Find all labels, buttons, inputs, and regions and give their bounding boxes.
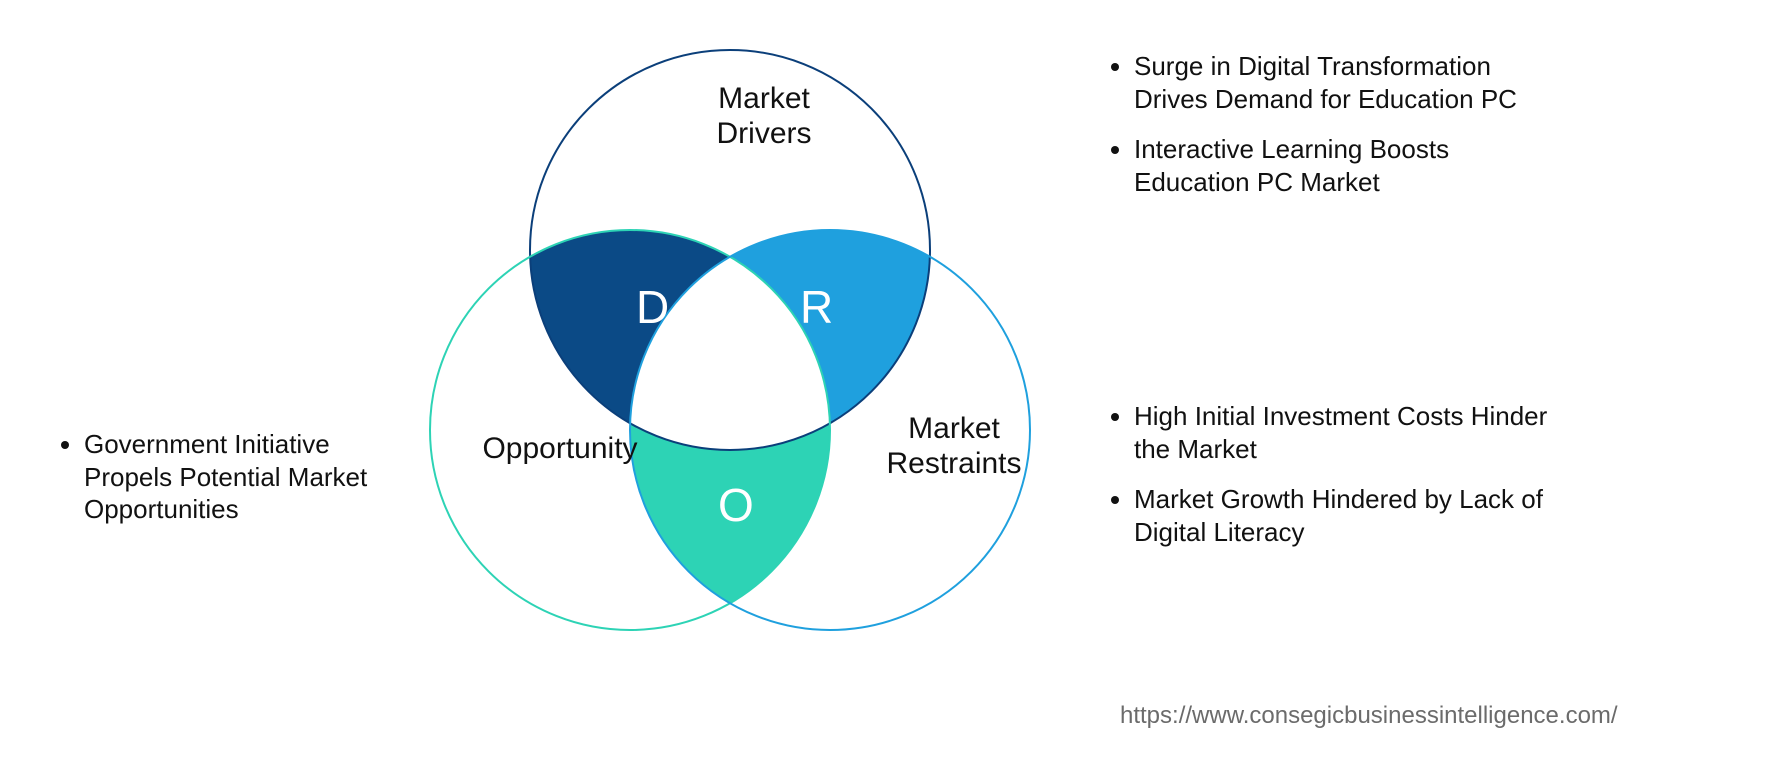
label-drivers: Market Drivers: [684, 82, 844, 151]
source-url: https://www.consegicbusinessintelligence…: [1120, 702, 1618, 730]
bullet-opportunity-0: Government Initiative Propels Potential …: [84, 428, 390, 526]
label-opportunity: Opportunity: [460, 432, 660, 467]
label-drivers-line1: Market: [718, 82, 810, 115]
bullets-restraints: High Initial Investment Costs Hinder the…: [1110, 400, 1580, 566]
bullet-restraints-1: Market Growth Hindered by Lack of Digita…: [1134, 483, 1580, 548]
bullets-opportunity: Government Initiative Propels Potential …: [60, 428, 390, 544]
bullet-drivers-1: Interactive Learning Boosts Education PC…: [1134, 133, 1550, 198]
label-drivers-line2: Drivers: [717, 117, 812, 150]
label-opportunity-line1: Opportunity: [482, 432, 637, 465]
petal-letter-d: D: [636, 280, 669, 334]
petal-letter-r: R: [800, 280, 833, 334]
diagram-canvas: Market Drivers Opportunity Market Restra…: [0, 0, 1780, 768]
bullet-drivers-0: Surge in Digital Transformation Drives D…: [1134, 50, 1550, 115]
bullets-drivers: Surge in Digital Transformation Drives D…: [1110, 50, 1550, 216]
label-restraints-line1: Market: [908, 412, 1000, 445]
petal-letter-o: O: [718, 478, 754, 532]
label-restraints-line2: Restraints: [886, 447, 1021, 480]
label-restraints: Market Restraints: [864, 412, 1044, 481]
bullet-restraints-0: High Initial Investment Costs Hinder the…: [1134, 400, 1580, 465]
